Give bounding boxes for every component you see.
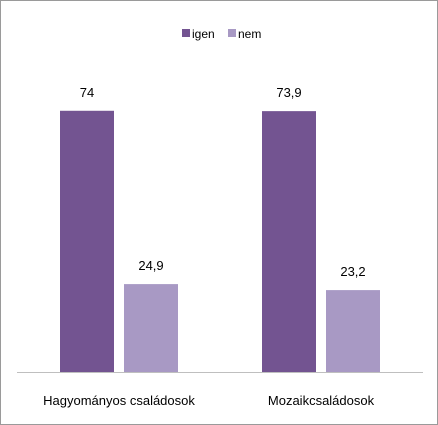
legend-label-nem: nem xyxy=(238,27,261,41)
bar-nem-2 xyxy=(326,290,380,372)
bar-igen-1 xyxy=(60,110,114,372)
legend-swatch-nem xyxy=(228,29,236,37)
category-label-1: Hagyományos családosok xyxy=(43,393,195,408)
legend: igen nem xyxy=(182,27,261,41)
category-label-2: Mozaikcsaládosok xyxy=(268,393,375,408)
value-labels: 74 24,9 73,9 23,2 xyxy=(80,85,366,279)
data-label-nem-2: 23,2 xyxy=(340,264,365,279)
data-label-igen-1: 74 xyxy=(80,85,94,100)
data-label-igen-2: 73,9 xyxy=(276,85,301,100)
category-labels: Hagyományos családosok Mozaikcsaládosok xyxy=(43,393,374,408)
bars xyxy=(60,110,380,373)
bar-igen-2 xyxy=(262,111,316,373)
legend-label-igen: igen xyxy=(192,27,215,41)
data-label-nem-1: 24,9 xyxy=(138,258,163,273)
bar-nem-1 xyxy=(124,284,178,372)
legend-swatch-igen xyxy=(182,29,190,37)
